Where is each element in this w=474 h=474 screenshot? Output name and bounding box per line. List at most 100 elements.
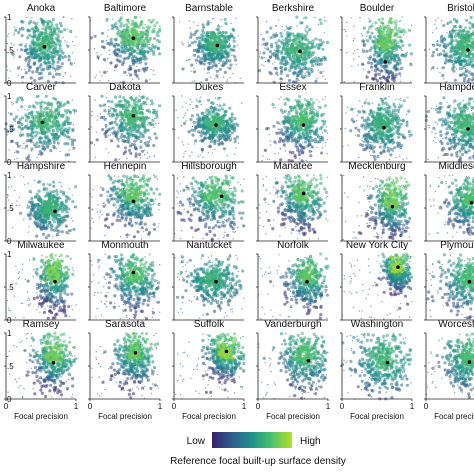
data-point <box>209 32 213 36</box>
data-point <box>193 67 195 70</box>
data-point <box>211 110 215 114</box>
data-point <box>174 128 176 131</box>
data-point <box>129 96 133 100</box>
data-point <box>23 125 27 129</box>
data-point <box>401 16 403 18</box>
data-point <box>400 97 402 100</box>
data-point <box>279 71 284 75</box>
data-point <box>391 58 393 60</box>
data-point <box>36 28 40 32</box>
data-point <box>283 125 287 129</box>
data-point <box>134 152 138 156</box>
data-point <box>208 117 212 120</box>
data-point <box>269 36 273 40</box>
data-point <box>131 78 134 80</box>
data-point <box>308 112 312 116</box>
data-point <box>156 30 160 35</box>
data-point <box>203 68 205 70</box>
data-point <box>27 68 31 73</box>
data-point <box>370 31 374 35</box>
data-point <box>208 135 212 139</box>
data-point <box>321 47 325 51</box>
data-point <box>393 20 397 24</box>
data-point <box>286 139 290 143</box>
data-point <box>309 121 313 125</box>
panel-berkshire: Berkshire <box>256 3 330 84</box>
data-point <box>307 67 311 71</box>
data-point <box>295 112 299 116</box>
data-point <box>455 68 458 70</box>
panel-title: Barnstable <box>185 3 233 14</box>
median-marker <box>214 123 218 127</box>
y-tick-label: .5 <box>7 125 14 134</box>
data-point <box>319 62 323 66</box>
data-point <box>134 106 138 110</box>
data-point <box>127 113 130 117</box>
data-point <box>291 56 295 60</box>
data-point <box>218 97 221 99</box>
data-point <box>277 74 279 77</box>
data-point <box>456 34 460 38</box>
data-point <box>215 28 217 30</box>
data-point <box>52 121 55 125</box>
data-point <box>134 60 138 64</box>
data-point <box>279 31 283 35</box>
data-point <box>24 71 28 75</box>
data-point <box>462 28 466 32</box>
data-point <box>277 152 280 154</box>
data-point <box>9 112 13 116</box>
data-point <box>405 113 408 116</box>
data-point <box>122 96 126 100</box>
data-point <box>233 117 237 121</box>
data-point <box>105 17 109 22</box>
data-point <box>367 101 371 106</box>
data-point <box>392 59 397 63</box>
data-point <box>146 124 148 126</box>
data-point <box>72 124 75 126</box>
data-point <box>371 102 373 105</box>
data-point <box>203 121 207 125</box>
data-point <box>289 130 294 135</box>
data-point <box>158 52 162 56</box>
data-point <box>51 66 55 70</box>
data-point <box>211 64 215 68</box>
data-point <box>458 29 462 33</box>
data-point <box>292 124 296 127</box>
data-point <box>188 20 190 22</box>
data-point <box>125 40 128 44</box>
data-point <box>369 154 372 157</box>
data-point <box>304 117 307 121</box>
data-point <box>191 101 193 103</box>
data-point <box>274 107 277 109</box>
data-point <box>129 67 133 71</box>
data-point <box>138 138 141 141</box>
data-point <box>136 104 140 107</box>
data-point <box>224 109 228 113</box>
data-point <box>28 48 32 52</box>
data-point <box>222 147 226 151</box>
panel-title: Bristol <box>447 3 474 14</box>
data-point <box>146 69 148 71</box>
data-point <box>55 37 59 41</box>
data-point <box>145 25 149 29</box>
data-point <box>136 40 140 43</box>
data-point <box>450 55 454 59</box>
panel-title: Baltimore <box>104 3 147 14</box>
data-point <box>442 42 444 44</box>
data-point <box>279 77 283 81</box>
data-point <box>72 108 76 112</box>
data-point <box>148 36 153 41</box>
data-point <box>319 127 323 131</box>
data-point <box>148 43 150 46</box>
data-point <box>198 45 202 49</box>
data-point <box>289 38 292 42</box>
data-point <box>316 59 320 63</box>
data-point <box>93 48 96 50</box>
data-point <box>31 70 35 74</box>
data-point <box>394 50 396 53</box>
data-point <box>152 69 155 72</box>
data-point <box>358 55 360 58</box>
data-point <box>136 47 141 51</box>
data-point <box>214 78 216 80</box>
data-point <box>304 67 308 71</box>
